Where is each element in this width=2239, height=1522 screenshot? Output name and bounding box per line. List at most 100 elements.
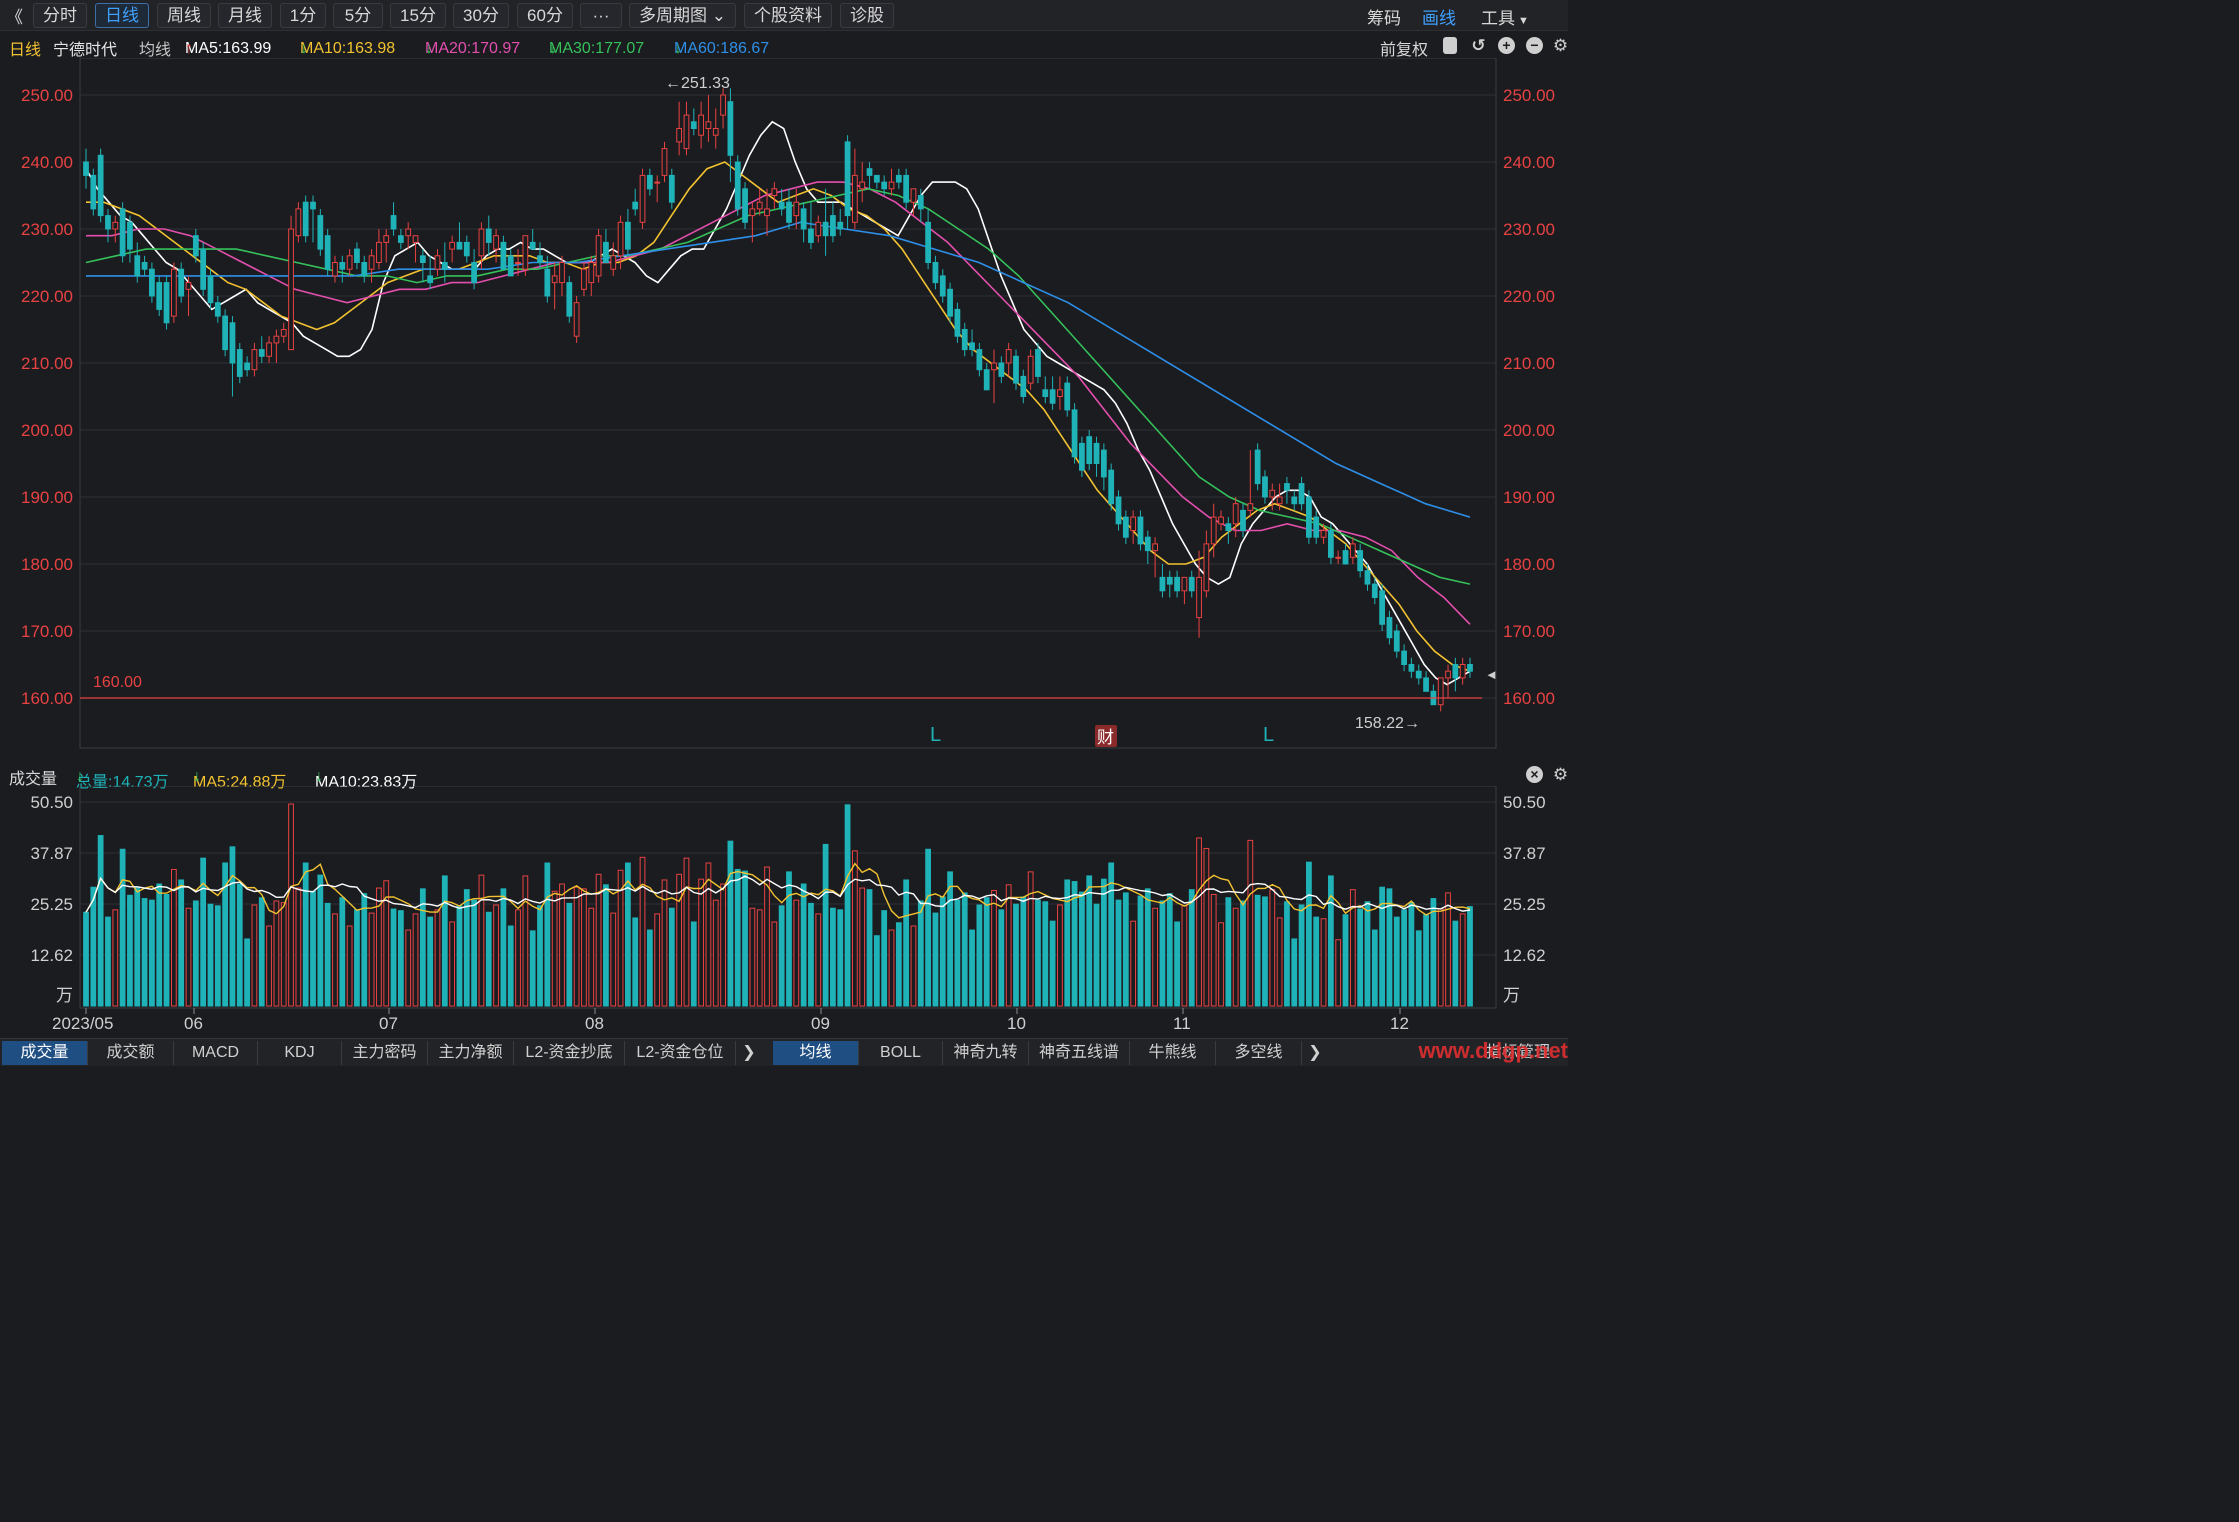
volume-bar-down — [808, 902, 814, 1007]
volume-bar-down — [800, 883, 807, 1007]
candle-down — [1306, 496, 1312, 538]
chevron-right-icon[interactable]: ❯ — [742, 1044, 756, 1061]
tab-volume[interactable]: 成交量 — [2, 1041, 88, 1065]
tab-period-4[interactable]: 1分 — [280, 3, 326, 28]
settings-icon[interactable]: ⚙ — [1552, 36, 1569, 55]
volume-bar-up — [676, 873, 683, 1007]
tab-period-6[interactable]: 15分 — [390, 3, 446, 28]
volume-bar-down — [983, 897, 990, 1007]
candle-up — [581, 268, 587, 290]
tab-macd[interactable]: MACD — [174, 1041, 258, 1065]
zoom-out-icon[interactable]: − — [1526, 37, 1543, 54]
tools-menu[interactable]: 工具 ▼ — [1481, 4, 1529, 29]
candle-up — [888, 181, 895, 190]
chevron-right-icon[interactable]: ❯ — [1308, 1044, 1322, 1061]
tab-kdj[interactable]: KDJ — [258, 1041, 342, 1065]
tab-long-short[interactable]: 多空线 — [1216, 1041, 1302, 1065]
volume-bar-down — [537, 905, 543, 1007]
volume-bar-up — [749, 907, 756, 1007]
ma10-text: MA10:163.98 — [300, 40, 396, 57]
volume-bar-down — [222, 862, 229, 1007]
volume-bar-up — [588, 907, 595, 1007]
tab-boll[interactable]: BOLL — [859, 1041, 943, 1065]
candle-down — [1042, 389, 1049, 397]
volume-ma10-line — [85, 875, 1471, 913]
candle-down — [1386, 617, 1393, 639]
candle-down — [302, 201, 309, 237]
volume-bar-up — [1218, 922, 1224, 1007]
chip-link[interactable]: 筹码 — [1367, 9, 1401, 28]
tab-period-5[interactable]: 5分 — [333, 3, 383, 28]
volume-bar-down — [471, 899, 477, 1007]
adjust-mode[interactable]: 前复权 — [1380, 42, 1429, 59]
candle-up — [412, 235, 419, 243]
candle-down — [463, 241, 470, 257]
candle-down — [603, 241, 609, 263]
volume-bar-down — [258, 897, 265, 1007]
candle-down — [156, 282, 163, 310]
candle-up — [266, 342, 272, 357]
candle-down — [1240, 509, 1246, 531]
ma-info-bar: 日线 宁德时代 均线 MA5:163.99 ↑ MA10:163.98 ↓ MA20… — [0, 32, 1569, 59]
candle-up — [1269, 489, 1276, 498]
volume-bar-down — [1240, 900, 1246, 1007]
volume-bar-down — [976, 904, 983, 1007]
close-icon[interactable]: × — [1526, 766, 1543, 783]
stock-info-button[interactable]: 个股资料 — [744, 3, 832, 28]
candle-up — [1196, 576, 1202, 619]
volume-info-bar: 成交量 总量:14.73万 ↓ MA5:24.88万 ↓ MA10:23.83万 ↓ … — [0, 762, 1569, 791]
tab-ma[interactable]: 均线 — [773, 1041, 859, 1065]
tab-main-force-code[interactable]: 主力密码 — [342, 1041, 428, 1065]
volume-bar-down — [500, 888, 507, 1007]
volume-tick-right: 万 — [1503, 986, 1520, 1005]
candle-down — [969, 342, 975, 351]
price-chart[interactable]: 250.00 240.00 230.00 220.00 210.00 200.00 190.… — [0, 58, 1568, 758]
tab-period-0[interactable]: 分时 — [33, 3, 87, 28]
volume-bar-up — [280, 902, 287, 1007]
tab-period-7[interactable]: 30分 — [453, 3, 509, 28]
undo-icon[interactable]: ↺ — [1471, 36, 1486, 55]
tab-main-force-net[interactable]: 主力净额 — [428, 1041, 514, 1065]
multi-period-dropdown[interactable]: 多周期图 ⌄ — [629, 3, 736, 28]
volume-bar-down — [932, 912, 939, 1007]
tab-magic-nine[interactable]: 神奇九转 — [943, 1041, 1029, 1065]
volume-ma10-text: MA10:23.83万 — [315, 774, 418, 791]
volume-bar-up — [1130, 920, 1137, 1007]
x-tick-label: 11 — [1173, 1014, 1191, 1033]
tab-period-3[interactable]: 月线 — [218, 3, 272, 28]
tab-turnover[interactable]: 成交额 — [88, 1041, 174, 1065]
volume-bar-down — [925, 848, 931, 1007]
tab-l2-bottom[interactable]: L2-资金抄底 — [514, 1041, 625, 1065]
more-button[interactable]: ··· — [580, 3, 622, 28]
candle-down — [1137, 516, 1144, 545]
arrow-down-icon: ↓ — [549, 40, 557, 57]
tab-period-2[interactable]: 周线 — [157, 3, 211, 28]
candle-up — [1130, 516, 1137, 532]
candle-up — [1445, 670, 1451, 679]
volume-bar-down — [178, 879, 185, 1007]
indicator-manage-button[interactable]: 指标管理 — [1485, 1044, 1550, 1061]
tab-l2-position[interactable]: L2-资金仓位 — [625, 1041, 736, 1065]
ma-label[interactable]: 均线 — [139, 42, 172, 59]
back-icon[interactable]: 《 — [6, 8, 23, 27]
volume-bar-down — [97, 835, 104, 1007]
candle-down — [646, 174, 653, 190]
tab-period-8[interactable]: 60分 — [517, 3, 573, 28]
lock-icon[interactable] — [1443, 37, 1457, 54]
zoom-in-icon[interactable]: + — [1498, 37, 1515, 54]
candle-down — [1079, 442, 1085, 471]
candle-down — [149, 268, 155, 297]
volume-bar-up — [412, 913, 419, 1007]
diagnose-button[interactable]: 诊股 — [840, 3, 894, 28]
draw-line-link[interactable]: 画线 — [1422, 9, 1456, 28]
ma-line-ma20 — [86, 181, 1471, 625]
tab-bull-bear[interactable]: 牛熊线 — [1130, 1041, 1216, 1065]
tab-period-1[interactable]: 日线 — [95, 3, 149, 28]
tab-magic-five-lines[interactable]: 神奇五线谱 — [1029, 1041, 1130, 1065]
volume-chart[interactable]: 50.50 37.87 25.25 12.62 万 50.50 37.87 25.25 12.… — [0, 786, 1568, 1038]
price-tick-left: 220.00 — [21, 287, 73, 306]
volume-bar-down — [1035, 899, 1041, 1007]
volume-bar-down — [207, 903, 214, 1007]
settings-icon[interactable]: ⚙ — [1552, 765, 1569, 784]
candle-down — [236, 349, 243, 377]
